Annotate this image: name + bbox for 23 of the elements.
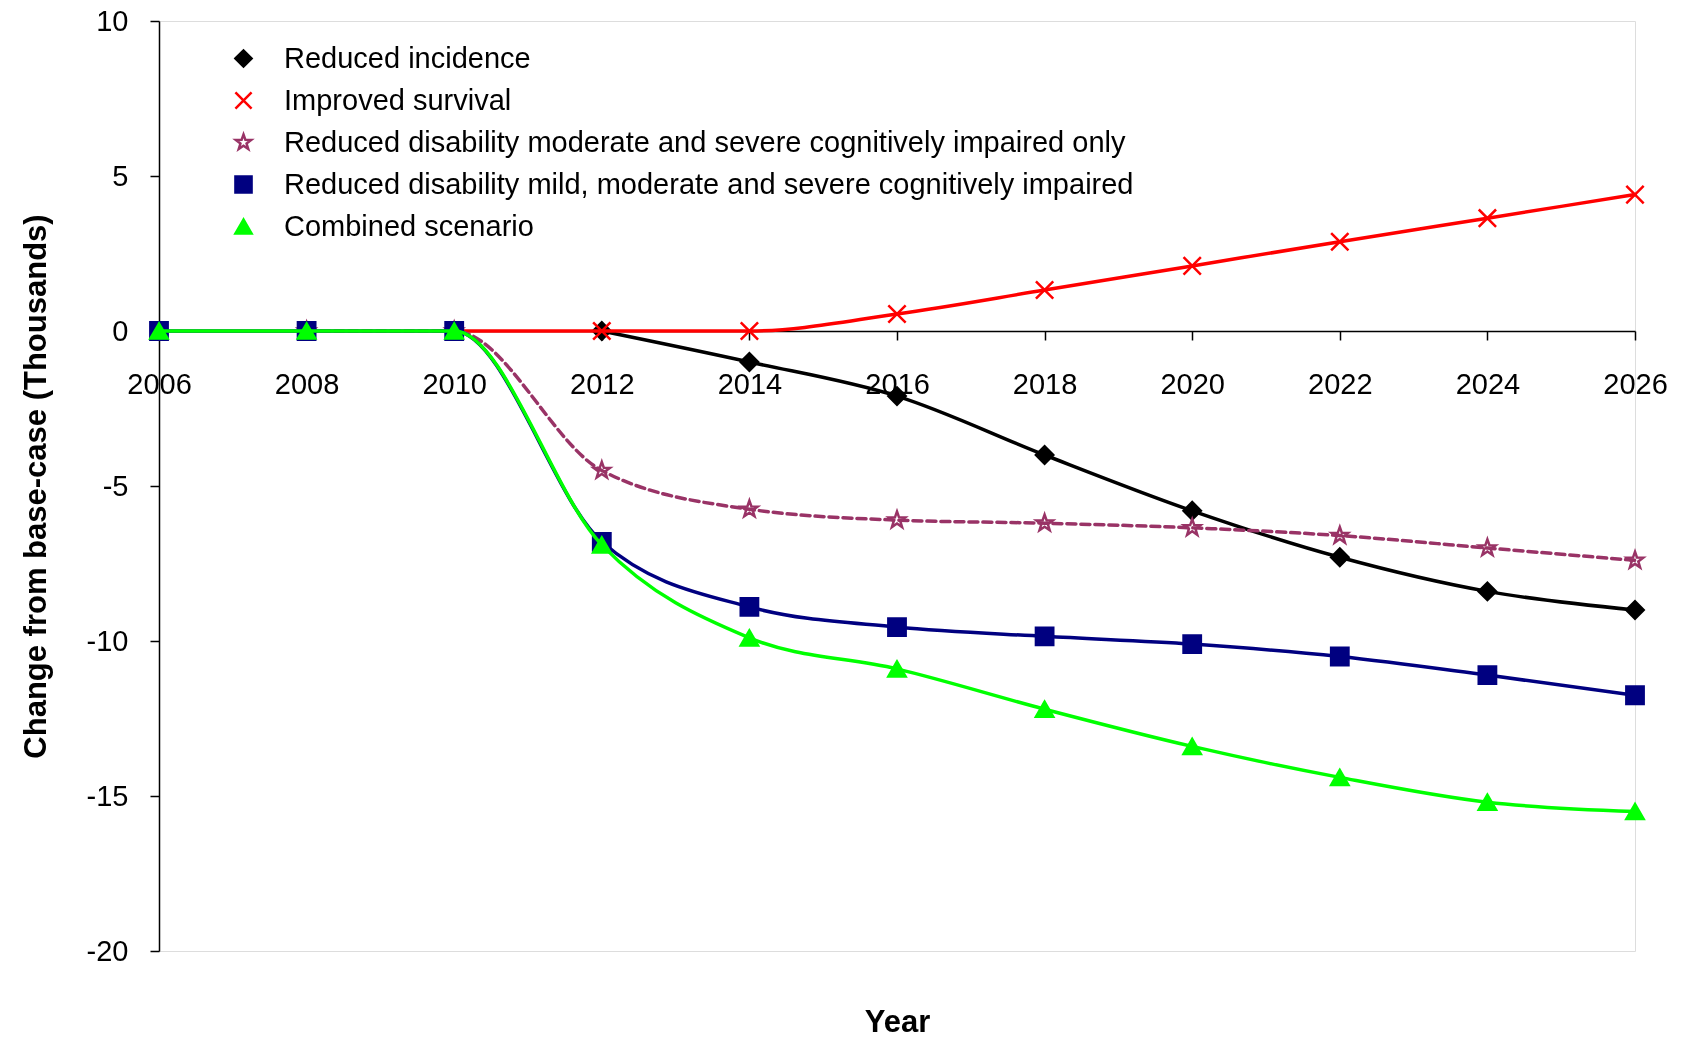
y-tick-label: -15 (86, 779, 129, 812)
legend-label: Reduced disability moderate and severe cognitively impaired only (284, 125, 1126, 158)
x-tick-label: 2018 (1012, 367, 1078, 400)
y-tick-label: -10 (86, 624, 129, 657)
x-tick-label: 2024 (1455, 367, 1521, 400)
legend-label: Combined scenario (284, 209, 534, 242)
x-tick-label: 2010 (422, 367, 487, 400)
y-tick-label: 5 (112, 159, 129, 192)
legend-label: Improved survival (284, 83, 512, 116)
x-axis-title: Year (864, 1003, 931, 1038)
x-tick-label: 2020 (1160, 367, 1225, 400)
y-tick-label: 10 (96, 4, 129, 37)
x-tick-label: 2022 (1308, 367, 1373, 400)
x-tick-label: 2008 (274, 367, 340, 400)
x-tick-label: 2026 (1603, 367, 1668, 400)
legend-label: Reduced incidence (284, 41, 531, 74)
x-tick-label: 2012 (570, 367, 635, 400)
legend-label: Reduced disability mild, moderate and severe cognitively impaired (284, 167, 1134, 200)
y-axis-title: Change from base-case (Thousands) (17, 214, 53, 759)
y-tick-label: 0 (112, 314, 129, 347)
y-tick-label: -5 (102, 469, 129, 502)
x-tick-label: 2014 (717, 367, 783, 400)
y-tick-label: -20 (86, 934, 129, 967)
